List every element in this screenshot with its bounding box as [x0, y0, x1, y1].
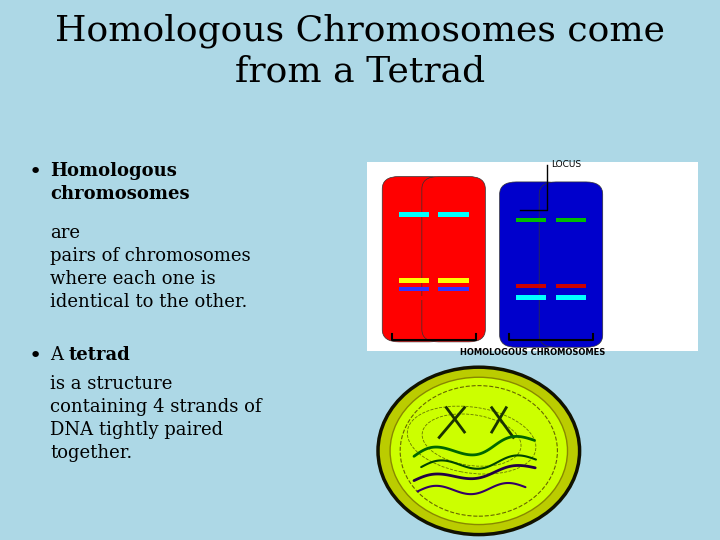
Text: LOCUS: LOCUS	[551, 160, 581, 169]
Text: A: A	[50, 346, 69, 363]
Text: are
pairs of chromosomes
where each one is
identical to the other.: are pairs of chromosomes where each one …	[50, 224, 251, 311]
Text: tetrad: tetrad	[68, 346, 130, 363]
Text: Homologous
chromosomes: Homologous chromosomes	[50, 162, 190, 203]
Bar	[438, 287, 469, 292]
Ellipse shape	[378, 367, 580, 535]
Bar	[516, 218, 546, 222]
Bar	[556, 218, 586, 222]
FancyBboxPatch shape	[422, 177, 485, 342]
Bar	[438, 278, 469, 283]
Bar	[399, 296, 429, 300]
Bar	[516, 284, 546, 288]
Text: is a structure
containing 4 strands of
DNA tightly paired
together.: is a structure containing 4 strands of D…	[50, 375, 262, 462]
Bar	[556, 284, 586, 288]
Bar	[516, 295, 546, 300]
Bar	[399, 287, 429, 292]
Text: Homologous Chromosomes come
from a Tetrad: Homologous Chromosomes come from a Tetra…	[55, 14, 665, 89]
FancyBboxPatch shape	[539, 182, 603, 347]
Bar	[438, 296, 469, 300]
Bar	[438, 212, 469, 217]
Text: •: •	[29, 346, 42, 366]
Ellipse shape	[390, 377, 567, 524]
Bar	[556, 295, 586, 300]
Text: •: •	[29, 162, 42, 182]
FancyBboxPatch shape	[500, 182, 563, 347]
Bar	[367, 162, 698, 351]
Bar	[399, 278, 429, 283]
Bar	[399, 212, 429, 217]
FancyBboxPatch shape	[382, 177, 446, 342]
Text: HOMOLOGOUS CHROMOSOMES: HOMOLOGOUS CHROMOSOMES	[460, 348, 606, 357]
